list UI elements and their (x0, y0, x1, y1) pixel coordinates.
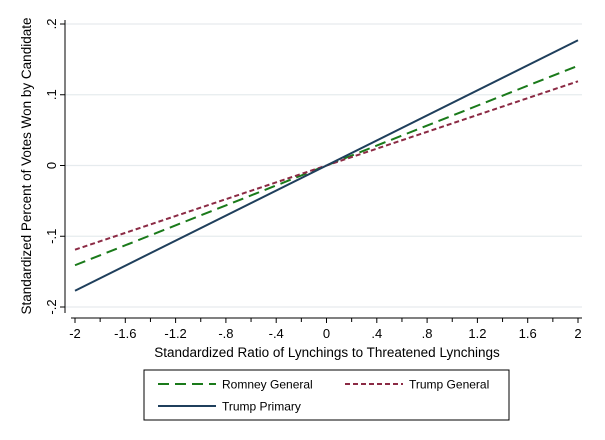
y-tick-label-4: .2 (44, 19, 59, 30)
y-axis-label: Standardized Percent of Votes Won by Can… (19, 18, 34, 315)
x-tick-label-6: .4 (371, 326, 382, 341)
series-line-2 (74, 39, 579, 292)
grid-lines (65, 23, 582, 308)
axes (60, 20, 582, 323)
x-tick-label-2: -1.2 (164, 326, 186, 341)
y-tick-label-2: 0 (44, 162, 59, 169)
x-tick-label-3: -.8 (218, 326, 233, 341)
x-axis-label: Standardized Ratio of Lynchings to Threa… (154, 345, 500, 360)
legend: Romney General Trump General Trump Primary (143, 369, 510, 421)
y-tick-label-3: .1 (44, 89, 59, 100)
legend-label-2: Trump Primary (222, 400, 301, 414)
x-tick-label-10: 2 (574, 326, 581, 341)
y-tick-label-0: -.2 (44, 299, 59, 314)
x-tick-label-4: -.4 (269, 326, 284, 341)
x-tick-label-7: .8 (422, 326, 433, 341)
legend-label-0: Romney General (222, 378, 313, 392)
x-tick-label-1: -1.6 (114, 326, 136, 341)
y-tick-label-1: -.1 (44, 229, 59, 244)
tick-labels: -.2 -.1 0 .1 .2 -2 -1.6 -1.2 -.8 -.4 0 .4 .8 1.2 1.6 2 (44, 19, 582, 341)
series-line-0 (74, 64, 579, 267)
series-lines (74, 39, 579, 292)
x-tick-label-5: 0 (323, 326, 330, 341)
x-tick-label-9: 1.6 (519, 326, 537, 341)
legend-box (143, 369, 510, 421)
legend-label-1: Trump General (409, 378, 489, 392)
x-tick-label-0: -2 (69, 326, 81, 341)
x-tick-label-8: 1.2 (468, 326, 486, 341)
